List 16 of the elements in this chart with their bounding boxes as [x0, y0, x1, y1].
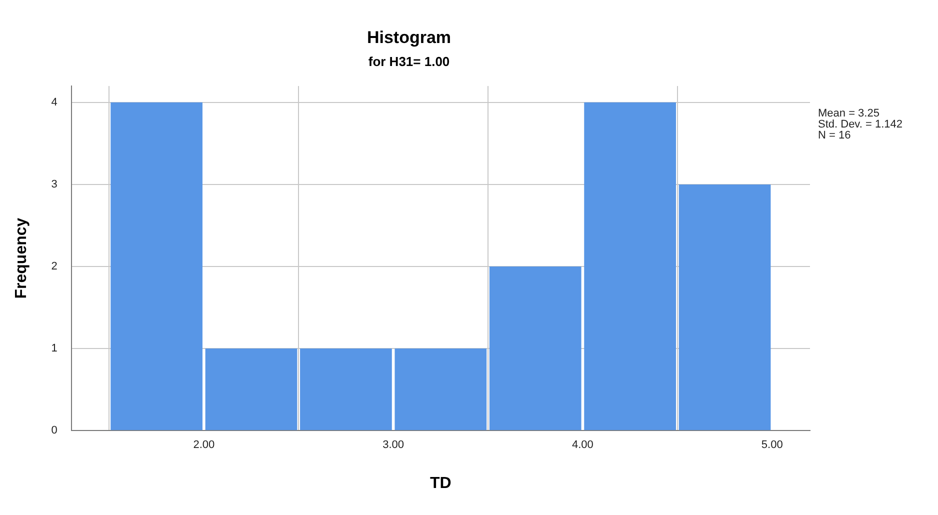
y-axis-title: Frequency — [13, 218, 30, 299]
x-tick-label: 5.00 — [761, 439, 783, 452]
y-tick-label: 4 — [51, 96, 58, 108]
x-tick-label: 4.00 — [572, 439, 594, 452]
x-tick-label: 3.00 — [382, 439, 404, 452]
chart-title: Histogram — [366, 28, 452, 47]
x-tick-label: 2.00 — [193, 439, 215, 452]
chart-subtitle: for H31= 1.00 — [368, 54, 450, 69]
text: N = 16 — [818, 130, 851, 142]
y-tick-label: 3 — [51, 178, 58, 190]
x-axis-title: TD — [430, 474, 452, 492]
text: Std. Dev. = 1.142 — [818, 118, 902, 131]
text: Mean = 3.25 — [818, 108, 880, 120]
y-tick-label: 0 — [51, 424, 58, 437]
y-tick-label: 2 — [51, 260, 58, 273]
y-tick-label: 1 — [51, 342, 58, 355]
